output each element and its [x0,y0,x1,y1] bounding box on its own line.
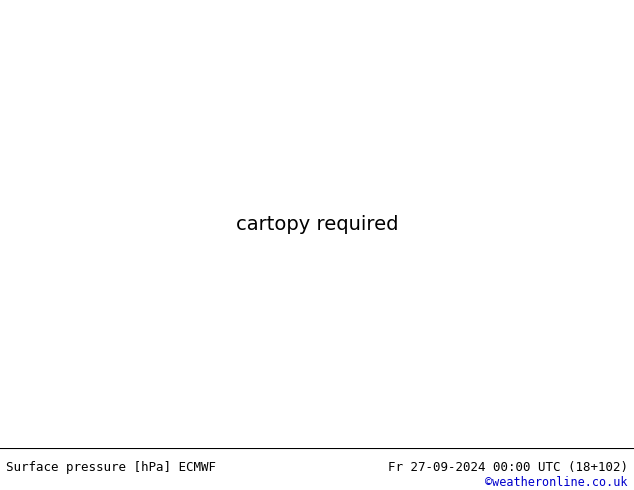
Text: cartopy required: cartopy required [236,215,398,234]
Text: ©weatheronline.co.uk: ©weatheronline.co.uk [485,476,628,489]
Text: Fr 27-09-2024 00:00 UTC (18+102): Fr 27-09-2024 00:00 UTC (18+102) [387,461,628,474]
Text: Surface pressure [hPa] ECMWF: Surface pressure [hPa] ECMWF [6,461,216,474]
